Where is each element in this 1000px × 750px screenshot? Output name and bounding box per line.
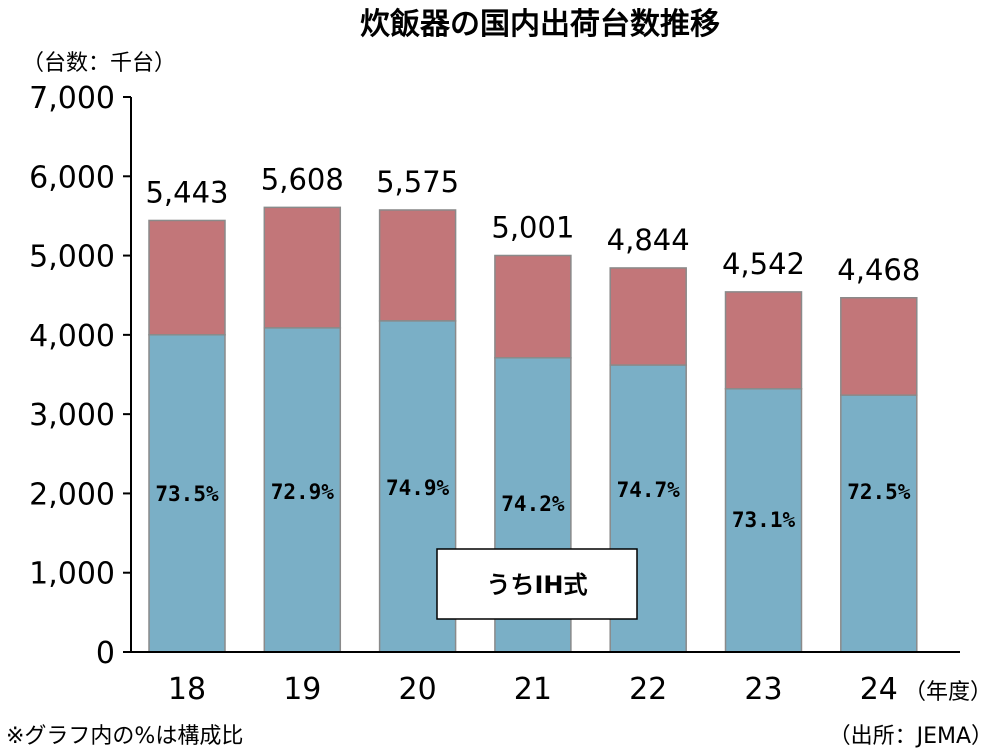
- bar-total-label: 4,542: [722, 247, 805, 281]
- bar-other-segment: [148, 219, 226, 336]
- y-unit-label: （台数：千台）: [22, 51, 176, 76]
- y-tick-label: 3,000: [29, 398, 115, 433]
- bar-total-label: 5,575: [376, 165, 459, 199]
- bar-ih-segment: [724, 388, 803, 653]
- chart-title: 炊飯器の国内出荷台数推移: [360, 7, 720, 42]
- bar-ih-segment: [148, 334, 226, 653]
- y-tick-label: 1,000: [29, 557, 115, 592]
- x-tick-label: 21: [514, 672, 552, 707]
- bar-share-label: 72.5%: [847, 480, 911, 504]
- axes-group: 18 19 20 21 22 23 24 0 1,000 2,000 3,000 4,000 5,000…: [29, 81, 960, 707]
- bar-other-segment: [263, 206, 342, 329]
- x-tick-label: 22: [629, 672, 667, 707]
- bars-group: 5,443 73.5% 5,608 72.9% 5,575 74.9% 5,001 74.2%…: [145, 162, 920, 653]
- x-tick-label: 24: [860, 672, 898, 707]
- bar-share-label: 73.1%: [732, 508, 796, 532]
- bar-share-label: 73.5%: [155, 482, 219, 506]
- bar-other-segment: [609, 267, 687, 366]
- bar-total-label: 4,468: [837, 253, 920, 287]
- bar-total-label: 5,001: [491, 210, 574, 244]
- bar-other-segment: [724, 291, 803, 390]
- x-tick-label: 19: [283, 672, 321, 707]
- y-tick-label: 4,000: [29, 319, 115, 354]
- bar-total-label: 4,844: [607, 223, 690, 257]
- legend: うちIH式: [436, 548, 638, 620]
- bar-share-label: 74.7%: [617, 478, 681, 502]
- x-tick-label: 20: [399, 672, 437, 707]
- x-unit-label: （年度）: [904, 680, 992, 705]
- x-tick-label: 18: [168, 672, 206, 707]
- source-label: （出所：JEMA）: [829, 724, 993, 749]
- bar-other-segment: [378, 209, 457, 322]
- legend-box: [436, 548, 638, 620]
- bar-share-label: 74.2%: [501, 492, 565, 516]
- footnote: ※グラフ内の%は構成比: [6, 724, 243, 749]
- bar-ih-segment: [840, 394, 918, 653]
- y-tick-label: 0: [96, 636, 115, 671]
- bar-ih-segment: [263, 327, 342, 653]
- y-tick-label: 5,000: [29, 240, 115, 275]
- bar-other-segment: [494, 254, 572, 359]
- bar-total-label: 5,608: [261, 162, 344, 196]
- bar-other-segment: [840, 297, 918, 396]
- y-tick-label: 2,000: [29, 477, 115, 512]
- bar-share-label: 74.9%: [386, 476, 450, 500]
- bar-total-label: 5,443: [145, 175, 228, 209]
- y-tick-label: 7,000: [29, 81, 115, 116]
- legend-label: うちIH式: [486, 571, 587, 599]
- y-tick-label: 6,000: [29, 160, 115, 195]
- x-tick-label: 23: [744, 672, 782, 707]
- bar-share-label: 72.9%: [271, 480, 335, 504]
